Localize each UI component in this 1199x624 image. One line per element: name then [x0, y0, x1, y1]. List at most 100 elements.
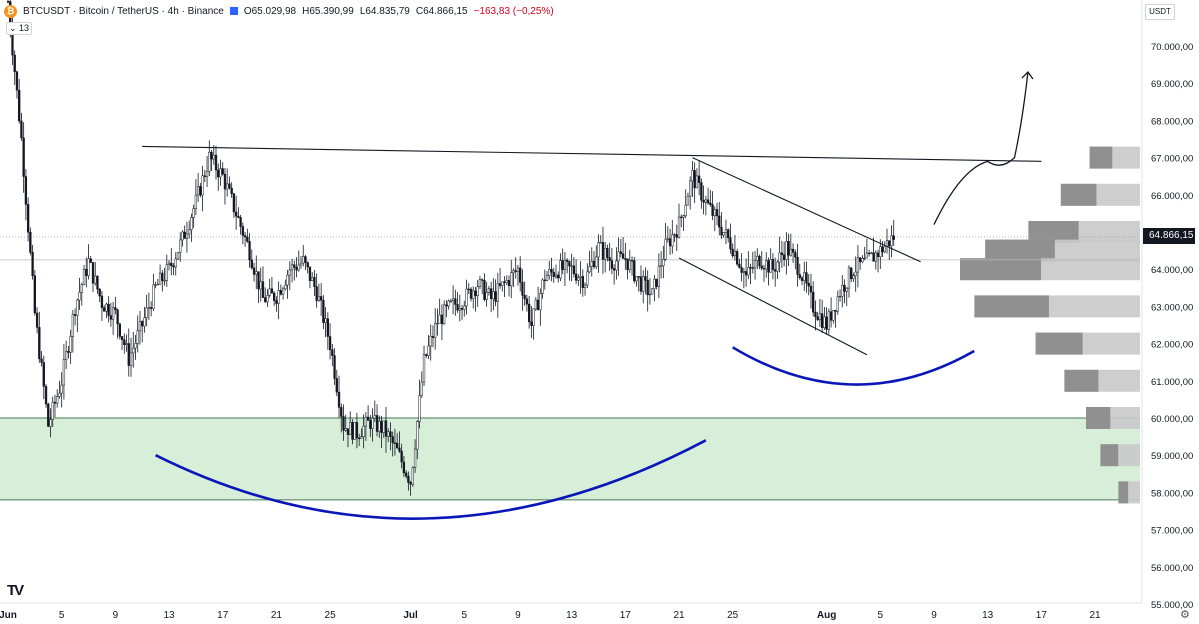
candle-body — [655, 278, 658, 287]
candle-body — [451, 298, 455, 302]
candle-body — [167, 262, 171, 265]
candle-body — [753, 260, 757, 269]
candle-body — [248, 241, 251, 261]
candle-body — [223, 173, 227, 190]
candle-body — [257, 271, 260, 290]
candle-body — [814, 311, 817, 318]
candle-body — [709, 202, 712, 205]
candle-body — [380, 420, 383, 433]
candle-body — [127, 343, 130, 366]
candle-body — [143, 317, 146, 327]
candle-body — [355, 422, 359, 439]
volume-profile-bar-dark — [1064, 369, 1099, 392]
candle-body — [176, 252, 180, 260]
candle-body — [154, 284, 157, 286]
candle-body — [460, 308, 464, 310]
candle-body — [749, 267, 752, 269]
candle-body — [514, 270, 517, 272]
candle-body — [521, 282, 524, 296]
y-tick-label: 68.000,00 — [1151, 116, 1193, 127]
y-tick-label: 67.000,00 — [1151, 154, 1193, 165]
candle-body — [621, 253, 625, 259]
candle-body — [44, 386, 48, 405]
candle-body — [29, 231, 32, 253]
candle-body — [785, 241, 788, 260]
volume-profile-bar-dark — [1118, 481, 1129, 504]
candle-body — [134, 343, 137, 349]
ohlc-indicator-icon — [229, 7, 238, 15]
x-tick-label: 25 — [325, 610, 337, 621]
gear-icon[interactable]: ⚙ — [1180, 609, 1190, 621]
candle-body — [794, 252, 797, 258]
candle-body — [771, 259, 775, 270]
candle-body — [53, 401, 57, 404]
candle-body — [800, 277, 804, 281]
candle-body — [120, 336, 124, 341]
channel-lower-line — [678, 257, 868, 356]
candle-body — [530, 321, 533, 326]
x-tick-label: 13 — [982, 610, 994, 621]
candle-body — [85, 269, 88, 276]
collapse-toggle[interactable]: ⌄ 13 — [6, 22, 33, 35]
candle-body — [396, 442, 399, 449]
candle-body — [161, 272, 164, 281]
candle-body — [71, 314, 75, 337]
symbol-title[interactable]: BTCUSDT · Bitcoin / TetherUS · 4h · Bina… — [23, 5, 224, 17]
candle-body — [635, 276, 638, 282]
currency-selector[interactable]: USDT — [1145, 4, 1175, 20]
candle-body — [436, 322, 439, 325]
candle-body — [503, 281, 506, 283]
candle-body — [13, 54, 16, 73]
candle-body — [617, 251, 620, 262]
candle-body — [418, 395, 421, 422]
candle-body — [26, 204, 30, 233]
candle-body — [304, 256, 307, 263]
candle-body — [478, 279, 482, 287]
candle-body — [40, 358, 43, 363]
candle-body — [722, 232, 725, 236]
candle-body — [684, 204, 687, 217]
candle-body — [261, 281, 265, 298]
tradingview-logo[interactable]: TV — [7, 582, 24, 599]
candle-body — [308, 266, 312, 281]
candle-body — [411, 467, 414, 485]
price-axis-bg — [1142, 0, 1199, 624]
candle-body — [512, 270, 515, 274]
candle-body — [472, 290, 475, 299]
candle-body — [353, 422, 356, 440]
candle-body — [820, 313, 824, 328]
candle-body — [344, 428, 347, 431]
candle-body — [328, 336, 332, 350]
candle-body — [407, 475, 410, 483]
candle-body — [876, 252, 880, 257]
candle-body — [791, 248, 795, 253]
candle-body — [402, 461, 406, 474]
candle-body — [322, 299, 325, 323]
candle-body — [498, 283, 502, 286]
candle-body — [885, 240, 889, 247]
candle-body — [199, 186, 202, 196]
candle-body — [114, 307, 117, 311]
candle-body — [789, 248, 792, 256]
candle-body — [105, 303, 108, 312]
candle-body — [221, 168, 224, 175]
candle-body — [165, 264, 168, 281]
candle-body — [760, 265, 763, 269]
x-tick-label: Aug — [817, 610, 836, 621]
volume-profile-bar-dark — [1086, 407, 1111, 429]
candle-body — [324, 318, 327, 323]
candle-body — [116, 309, 119, 325]
candle-body — [867, 252, 871, 255]
candle-body — [872, 252, 875, 262]
y-tick-label: 62.000,00 — [1151, 340, 1193, 351]
candle-body — [469, 288, 473, 299]
candle-body — [724, 229, 728, 233]
x-tick-label: 9 — [515, 610, 521, 621]
y-tick-label: 60.000,00 — [1151, 414, 1193, 425]
candle-body — [228, 183, 231, 189]
candle-body — [644, 276, 647, 281]
candle-body — [76, 299, 79, 316]
candle-body — [56, 396, 59, 404]
